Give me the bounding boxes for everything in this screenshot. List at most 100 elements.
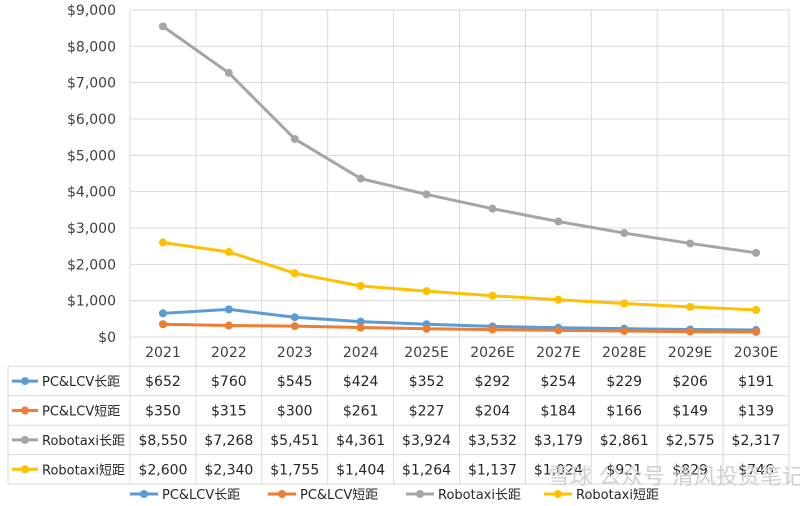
table-legend-marker [21,465,29,474]
legend-marker [140,490,148,498]
data-label: $315 [211,404,247,420]
series-line [162,25,757,255]
data-point [554,295,563,304]
data-label: $2,861 [600,433,649,449]
y-tick-label: $3,000 [67,221,116,237]
data-label: $2,600 [138,462,187,478]
watermark: 雪球 公众号 清风投资笔记 [548,465,800,490]
series-line [162,241,757,312]
table-series-name: Robotaxi短距 [42,463,125,478]
data-label: $3,179 [534,433,583,449]
legend-label: PC&LCV短距 [300,488,378,503]
data-label: $166 [606,404,642,420]
table-legend-marker [21,377,29,386]
data-point [620,326,629,335]
data-label: $300 [277,404,313,420]
data-point [752,327,761,336]
series-line [162,307,757,332]
data-point [686,302,695,311]
data-label: $829 [672,462,708,478]
x-tick-label: 2029E [668,345,712,361]
x-tick-label: 2028E [602,345,646,361]
table-series-name: Robotaxi长距 [42,434,125,449]
data-label: $149 [672,404,708,420]
data-label: $5,451 [270,433,319,449]
y-tick-label: $1,000 [67,294,116,310]
data-point [290,322,299,331]
data-point [158,238,167,247]
data-label: $2,575 [666,433,715,449]
y-tick-label: $4,000 [67,185,116,201]
data-point [158,320,167,329]
data-label: $229 [606,374,642,390]
data-label: $206 [672,374,708,390]
legend: PC&LCV长距 PC&LCV短距 Robotaxi长距 Robotaxi短距 [130,488,659,503]
data-point [422,287,431,296]
data-point [356,323,365,332]
data-label: $1,264 [402,462,451,478]
data-label: $1,755 [270,462,319,478]
data-label: $652 [145,374,181,390]
y-tick-label: $5,000 [67,148,116,164]
data-point [356,317,365,326]
data-point [488,291,497,300]
x-tick-label: 2030E [734,345,778,361]
table-legend-marker [21,435,29,444]
data-label: $254 [541,374,577,390]
data-label: $191 [738,374,774,390]
data-label: $424 [343,374,379,390]
data-label: $1,404 [336,462,385,478]
data-point [224,305,233,314]
data-label: $261 [343,404,379,420]
y-tick-label: $9,000 [67,3,116,19]
data-label: $292 [475,374,511,390]
x-tick-label: 2023 [277,345,313,361]
x-tick-label: 2027E [536,345,580,361]
legend-label: Robotaxi长距 [438,488,521,503]
data-label: $1,024 [534,462,583,478]
data-point [422,324,431,333]
y-tick-label: $0 [98,330,116,346]
gridlines [129,9,790,484]
x-tick-label: 2024 [343,345,379,361]
data-label: $184 [541,404,577,420]
legend-marker [554,490,562,498]
data-point [686,239,695,248]
table-legend-marker [21,406,29,415]
data-label: $2,340 [204,462,253,478]
table-series-name: PC&LCV长距 [42,375,120,390]
data-point [290,313,299,322]
data-point [224,321,233,330]
data-label: $7,268 [204,433,253,449]
y-tick-label: $7,000 [67,76,116,92]
x-tick-label: 2026E [470,345,514,361]
data-point [620,229,629,238]
x-tick-label: 2025E [404,345,448,361]
data-point [224,247,233,256]
data-label: $227 [409,404,445,420]
data-point [554,326,563,335]
data-point [290,269,299,278]
data-point [356,174,365,183]
data-label: $921 [606,462,642,478]
series-line [162,322,757,334]
data-point [422,190,431,199]
data-label: $545 [277,374,313,390]
y-axis: $0 $1,000 $2,000 $3,000 $4,000 $5,000 $6,000 $7… [67,3,116,346]
data-table: 2021 2022 2023 2024 2025E 2026E 2027E 2028E 2029… [7,345,789,485]
legend-marker [278,490,286,498]
data-point [224,68,233,77]
data-point [290,134,299,143]
data-label: $746 [738,462,774,478]
data-point [554,217,563,226]
data-label: $8,550 [138,433,187,449]
data-label: $760 [211,374,247,390]
data-label: $4,361 [336,433,385,449]
data-label: $139 [738,404,774,420]
data-point [158,309,167,318]
data-label: $3,532 [468,433,517,449]
data-label: $204 [475,404,511,420]
legend-marker [416,490,424,498]
y-tick-label: $6,000 [67,112,116,128]
data-point [620,299,629,308]
